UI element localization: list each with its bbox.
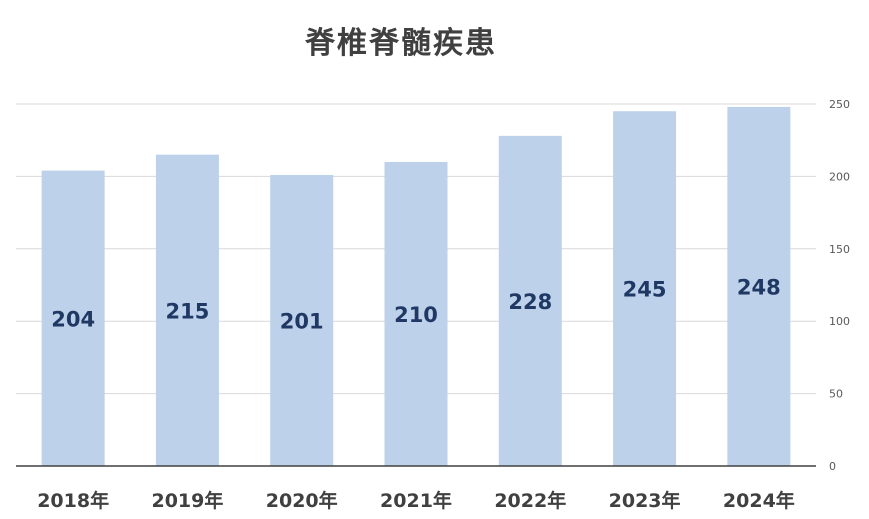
bar bbox=[498, 135, 562, 466]
data-label: 228 bbox=[508, 290, 552, 314]
data-label: 245 bbox=[623, 278, 667, 302]
data-label: 215 bbox=[166, 299, 210, 323]
y-tick-label: 0 bbox=[829, 460, 836, 473]
x-tick-label: 2018年 bbox=[37, 489, 109, 512]
bar bbox=[384, 161, 448, 467]
bar bbox=[270, 174, 334, 466]
bar bbox=[613, 111, 677, 467]
bar bbox=[727, 106, 791, 467]
x-tick-label: 2020年 bbox=[266, 489, 338, 512]
data-label: 204 bbox=[51, 307, 95, 331]
y-tick-label: 200 bbox=[829, 170, 850, 183]
x-tick-label: 2019年 bbox=[151, 489, 223, 512]
x-tick-label: 2024年 bbox=[723, 489, 795, 512]
data-label: 248 bbox=[737, 275, 781, 299]
x-tick-label: 2022年 bbox=[494, 489, 566, 512]
bar bbox=[155, 154, 219, 466]
chart-title: 脊椎脊髄疾患 bbox=[305, 26, 497, 61]
y-tick-label: 150 bbox=[829, 243, 850, 256]
data-label: 210 bbox=[394, 303, 438, 327]
x-tick-label: 2021年 bbox=[380, 489, 452, 512]
y-tick-label: 50 bbox=[829, 388, 843, 401]
x-tick-label: 2023年 bbox=[609, 489, 681, 512]
y-tick-label: 250 bbox=[829, 98, 850, 111]
y-tick-label: 100 bbox=[829, 315, 850, 328]
data-label: 201 bbox=[280, 309, 324, 333]
bar bbox=[41, 170, 105, 466]
